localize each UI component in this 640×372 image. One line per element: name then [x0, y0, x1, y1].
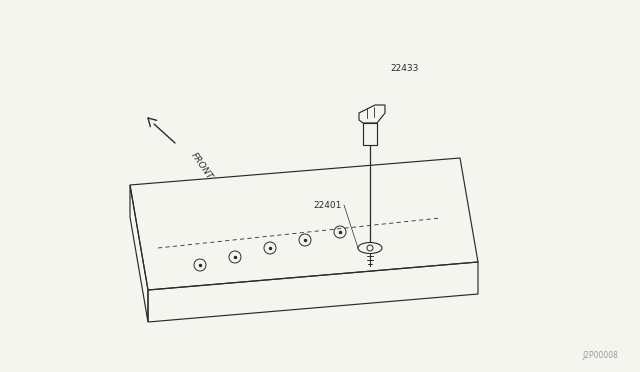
Bar: [363, 123, 377, 145]
Text: 22401: 22401: [314, 201, 342, 209]
Text: J2P00008: J2P00008: [582, 351, 618, 360]
Text: 22433: 22433: [390, 64, 419, 73]
Text: FRONT: FRONT: [189, 151, 214, 182]
